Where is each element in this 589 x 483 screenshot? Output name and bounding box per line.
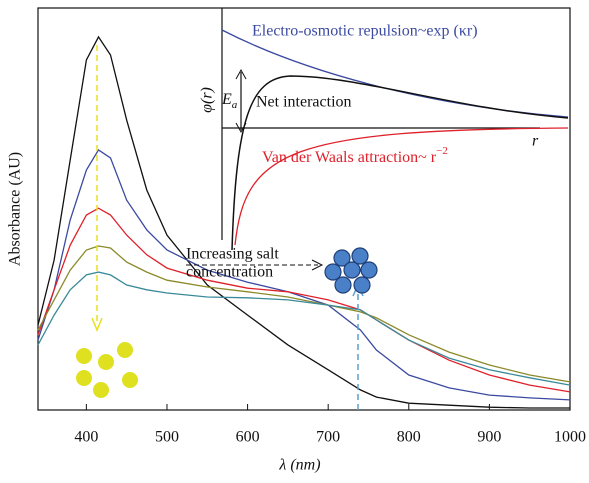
particles xyxy=(76,342,138,398)
y-axis-label: Absorbance (AU) xyxy=(7,152,24,266)
x-tick-label: 600 xyxy=(236,429,260,446)
x-tick-label: 700 xyxy=(316,429,340,446)
cluster xyxy=(324,247,378,294)
spectrum-line xyxy=(37,245,571,383)
spectrum-line xyxy=(37,207,571,393)
x-tick-label: 400 xyxy=(74,429,98,446)
plot-frame xyxy=(37,7,571,411)
inset-x-label: r xyxy=(532,133,539,150)
salt-arrow-head xyxy=(311,259,324,271)
inset: Electro-osmotic repulsion~exp (κr) φ(r) … xyxy=(199,8,569,251)
attraction-label-main: Van der Waals attraction~ r xyxy=(262,149,437,166)
attraction-label: Van der Waals attraction~ r−2 xyxy=(262,145,448,166)
yellow-arrow-head xyxy=(91,317,103,332)
barrier-label: Ea xyxy=(221,91,238,111)
x-tick-label: 500 xyxy=(155,429,179,446)
spectrum-line xyxy=(37,148,571,401)
barrier-label-main: E xyxy=(221,91,232,108)
attraction-curve xyxy=(234,127,569,246)
barrier-arrow-head xyxy=(235,68,247,134)
spectrum-line xyxy=(37,35,570,409)
attraction-label-sup: −2 xyxy=(436,145,448,157)
salt-label: concentration xyxy=(186,264,273,281)
salt-label: Increasing salt xyxy=(186,246,279,263)
x-tick-label: 900 xyxy=(477,429,501,446)
x-tick-label: 800 xyxy=(397,429,421,446)
barrier-label-sub: a xyxy=(232,99,238,111)
spectrum-line xyxy=(37,271,571,386)
net-label: Net interaction xyxy=(256,94,352,111)
repulsion-label: Electro-osmotic repulsion~exp (κr) xyxy=(252,23,478,40)
x-axis-label: λ (nm) xyxy=(278,457,320,474)
net-curve xyxy=(231,75,569,251)
x-tick-label: 1000 xyxy=(554,429,586,446)
inset-y-label: φ(r) xyxy=(199,87,216,113)
